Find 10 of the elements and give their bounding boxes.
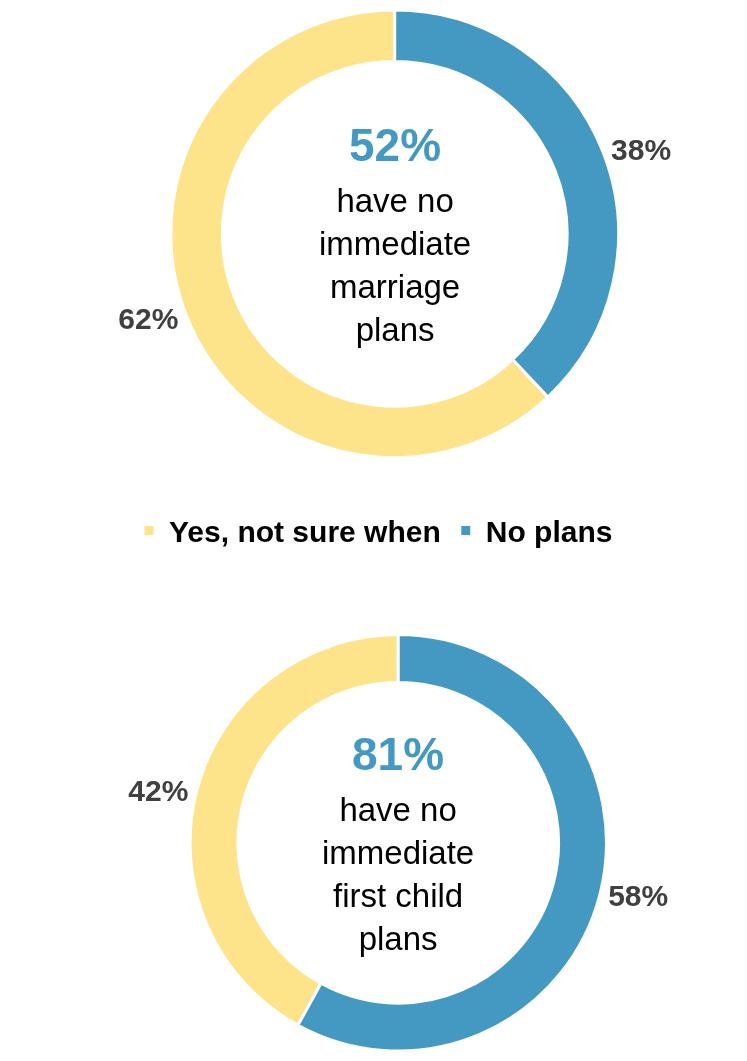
data-label: 62%	[118, 301, 179, 335]
data-label: 42%	[128, 773, 189, 807]
text: 81%	[352, 728, 445, 780]
text: have no immediate first child plans	[322, 791, 475, 957]
legend-label: Yes, not sure when	[169, 515, 441, 549]
legend-label: No plans	[485, 515, 613, 549]
text: 52%	[349, 119, 442, 171]
data-label: 38%	[611, 132, 672, 166]
text: have no immediate marriage plans	[319, 182, 472, 348]
data-label: 58%	[608, 879, 669, 913]
